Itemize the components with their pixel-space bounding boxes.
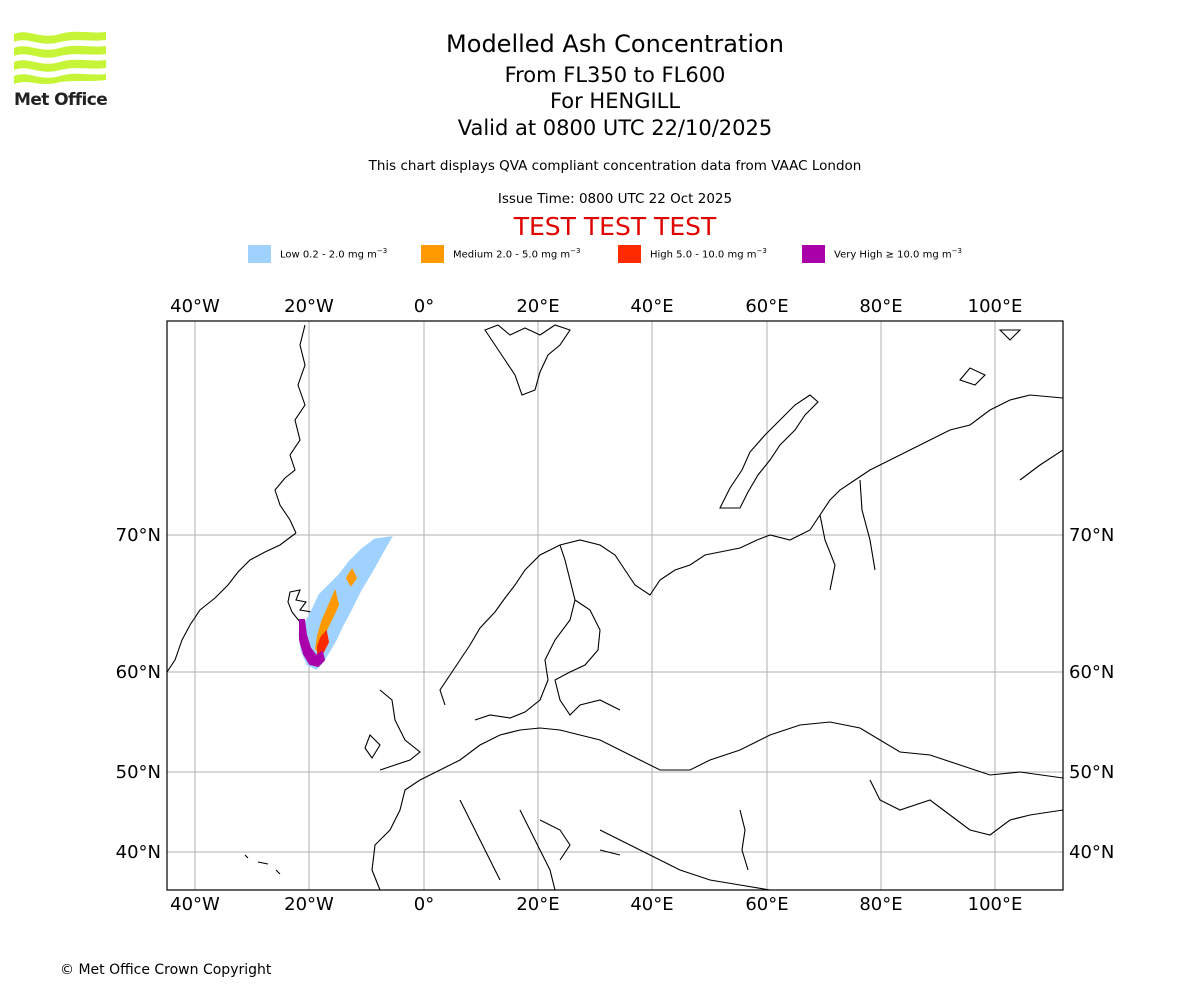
- legend-medium-label: Medium 2.0 - 5.0 mg m: [453, 249, 571, 261]
- lon-label-20w-top: 20°W: [284, 296, 334, 317]
- lon-label-80e-top: 80°E: [859, 296, 902, 317]
- volcano-name: For HENGILL: [549, 89, 681, 113]
- legend-medium-swatch: [421, 245, 444, 263]
- met-office-logo: Met Office: [14, 30, 108, 112]
- legend-medium-exp: −3: [570, 247, 581, 256]
- issue-time: Issue Time: 0800 UTC 22 Oct 2025: [497, 191, 733, 207]
- lat-label-40n-right: 40°N: [1069, 842, 1114, 863]
- legend-high-exp: −3: [756, 247, 767, 256]
- lon-labels-top: 40°W 20°W 0° 20°E 40°E 60°E 80°E 100°E: [170, 296, 1022, 317]
- legend-low-swatch: [248, 245, 271, 263]
- lon-label-20w-bottom: 20°W: [284, 894, 334, 915]
- ash-very-high: [299, 619, 326, 668]
- lon-label-20e-top: 20°E: [516, 296, 559, 317]
- map-frame: [166, 320, 1064, 891]
- coast-arctic-russia: [756, 394, 1063, 591]
- lon-label-40e-bottom: 40°E: [630, 894, 673, 915]
- coast-britain: [364, 689, 421, 771]
- legend-very-high: Very High ≥ 10.0 mg m−3: [802, 244, 962, 264]
- legend-low: Low 0.2 - 2.0 mg m−3: [248, 244, 387, 264]
- met-office-waves-icon: [14, 31, 106, 84]
- lon-label-20e-bottom: 20°E: [516, 894, 559, 915]
- lat-label-50n-left: 50°N: [116, 762, 161, 783]
- test-banner: TEST TEST TEST: [513, 212, 717, 241]
- ash-low: [298, 536, 393, 670]
- coast-novaya-zemlya: [719, 394, 819, 509]
- lon-label-100e-top: 100°E: [968, 296, 1023, 317]
- legend-very-high-swatch: [802, 245, 825, 263]
- legend-high-swatch: [618, 245, 641, 263]
- lon-label-40w-top: 40°W: [170, 296, 220, 317]
- lon-label-0-top: 0°: [414, 296, 434, 317]
- qva-note: This chart displays QVA compliant concen…: [368, 158, 862, 174]
- coast-svalbard: [484, 324, 571, 396]
- legend-very-high-label: Very High ≥ 10.0 mg m: [834, 249, 952, 261]
- coast-scandinavia: [439, 539, 758, 721]
- copyright: © Met Office Crown Copyright: [60, 962, 272, 978]
- coast-baltic: [554, 599, 621, 716]
- lon-label-100e-bottom: 100°E: [968, 894, 1023, 915]
- lat-label-50n-right: 50°N: [1069, 762, 1114, 783]
- legend-low-exp: −3: [376, 247, 388, 256]
- chart-title: Modelled Ash Concentration: [446, 30, 784, 58]
- lon-label-60e-top: 60°E: [745, 296, 788, 317]
- legend-medium: Medium 2.0 - 5.0 mg m−3: [421, 244, 580, 264]
- map-gridlines: [167, 321, 1063, 890]
- lat-label-40n-left: 40°N: [116, 842, 161, 863]
- ash-plume: [298, 536, 393, 670]
- coast-south: [244, 819, 621, 875]
- legend-high: High 5.0 - 10.0 mg m−3: [618, 244, 767, 264]
- lat-label-70n-left: 70°N: [116, 525, 161, 546]
- coast-europe: [371, 721, 1063, 890]
- legend-very-high-exp: −3: [951, 247, 962, 256]
- legend-high-label: High 5.0 - 10.0 mg m: [650, 249, 757, 261]
- lat-labels-left: 70°N 60°N 50°N 40°N: [116, 525, 161, 863]
- lon-label-40e-top: 40°E: [630, 296, 673, 317]
- coast-franz-josef: [959, 329, 1022, 386]
- lat-label-60n-right: 60°N: [1069, 662, 1114, 683]
- legend-low-label: Low 0.2 - 2.0 mg m: [280, 249, 377, 261]
- lon-label-40w-bottom: 40°W: [170, 894, 220, 915]
- valid-time: Valid at 0800 UTC 22/10/2025: [457, 116, 773, 140]
- lat-label-60n-left: 60°N: [116, 662, 161, 683]
- logo-text: Met Office: [14, 90, 108, 110]
- lon-label-0-bottom: 0°: [414, 894, 434, 915]
- lon-label-80e-bottom: 80°E: [859, 894, 902, 915]
- coast-greenland: [167, 324, 306, 673]
- flight-levels: From FL350 to FL600: [504, 63, 726, 87]
- lon-label-60e-bottom: 60°E: [745, 894, 788, 915]
- lat-labels-right: 70°N 60°N 50°N 40°N: [1069, 525, 1114, 863]
- lon-labels-bottom: 40°W 20°W 0° 20°E 40°E 60°E 80°E 100°E: [170, 894, 1022, 915]
- lat-label-70n-right: 70°N: [1069, 525, 1114, 546]
